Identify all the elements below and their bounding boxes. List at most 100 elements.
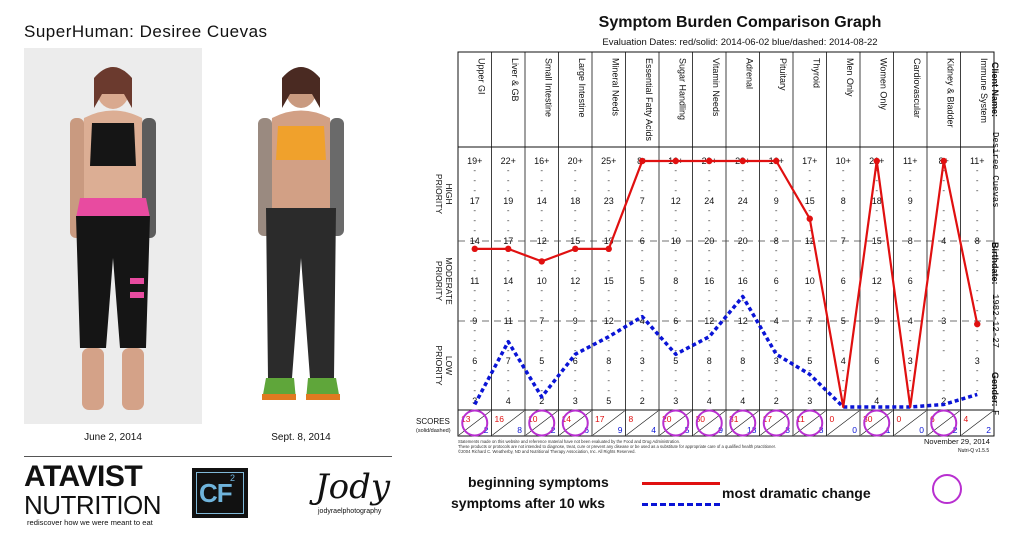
scale-value: 3 bbox=[975, 356, 980, 366]
scale-dash: - bbox=[741, 366, 744, 375]
scale-dash: - bbox=[842, 386, 845, 395]
scale-dash: - bbox=[808, 366, 811, 375]
scale-dash: - bbox=[875, 346, 878, 355]
series-point-red bbox=[773, 157, 780, 165]
scale-dash: - bbox=[507, 166, 510, 175]
scale-dash: - bbox=[775, 176, 778, 185]
scale-value: 5 bbox=[606, 396, 611, 406]
scale-dash: - bbox=[607, 166, 610, 175]
scale-value: 11+ bbox=[903, 156, 918, 166]
scale-dash: - bbox=[540, 326, 543, 335]
scale-value: 24 bbox=[704, 196, 714, 206]
scale-dash: - bbox=[942, 326, 945, 335]
scale-dash: - bbox=[808, 186, 811, 195]
score-red: 0 bbox=[897, 414, 902, 424]
scale-value: 3 bbox=[673, 396, 678, 406]
scale-dash: - bbox=[674, 286, 677, 295]
scale-dash: - bbox=[976, 216, 979, 225]
scale-dash: - bbox=[741, 206, 744, 215]
scale-dash: - bbox=[976, 256, 979, 265]
scale-dash: - bbox=[507, 346, 510, 355]
scale-dash: - bbox=[942, 296, 945, 305]
score-diagonal bbox=[894, 410, 927, 436]
scale-dash: - bbox=[540, 266, 543, 275]
scale-value: 2 bbox=[774, 396, 779, 406]
scale-dash: - bbox=[507, 226, 510, 235]
scale-dash: - bbox=[708, 186, 711, 195]
series-point-red bbox=[471, 245, 478, 253]
scale-dash: - bbox=[641, 296, 644, 305]
scale-dash: - bbox=[842, 286, 845, 295]
before-caption: June 2, 2014 bbox=[84, 432, 142, 443]
scale-dash: - bbox=[540, 166, 543, 175]
scale-dash: - bbox=[741, 176, 744, 185]
scale-dash: - bbox=[641, 386, 644, 395]
score-red: 17 bbox=[763, 414, 773, 424]
scale-dash: - bbox=[473, 326, 476, 335]
scale-value: 7 bbox=[807, 316, 812, 326]
scale-dash: - bbox=[607, 216, 610, 225]
scale-dash: - bbox=[875, 386, 878, 395]
before-photo bbox=[24, 48, 202, 424]
scale-dash: - bbox=[909, 336, 912, 345]
scale-value: 2 bbox=[539, 396, 544, 406]
scale-dash: - bbox=[875, 326, 878, 335]
scale-dash: - bbox=[808, 376, 811, 385]
scale-dash: - bbox=[607, 256, 610, 265]
dramatic-change-circle bbox=[528, 409, 556, 437]
score-red: 31 bbox=[729, 414, 739, 424]
scale-value: 11 bbox=[470, 276, 479, 286]
priority-label: PRIORITY bbox=[434, 345, 444, 385]
scale-dash: - bbox=[641, 376, 644, 385]
scale-dash: - bbox=[942, 206, 945, 215]
scale-dash: - bbox=[842, 186, 845, 195]
legend-circle-label: most dramatic change bbox=[722, 485, 871, 501]
scale-dash: - bbox=[942, 306, 945, 315]
scale-dash: - bbox=[507, 186, 510, 195]
scale-dash: - bbox=[674, 366, 677, 375]
dramatic-change-circle bbox=[930, 409, 958, 437]
scale-value: 15 bbox=[570, 236, 580, 246]
scale-dash: - bbox=[574, 346, 577, 355]
scale-value: 12 bbox=[604, 316, 614, 326]
scale-dash: - bbox=[976, 186, 979, 195]
scale-value: 8 bbox=[740, 356, 745, 366]
scale-dash: - bbox=[641, 366, 644, 375]
scores-sublabel: (solid/dashed) bbox=[416, 428, 451, 434]
scale-dash: - bbox=[775, 286, 778, 295]
disclaimer-line2: These products or protocols are not inte… bbox=[458, 444, 776, 449]
atavist-logo-line1: ATAVIST bbox=[24, 460, 143, 493]
scale-dash: - bbox=[909, 166, 912, 175]
scores-label: SCORES bbox=[416, 417, 450, 426]
category-label: Vitamin Needs bbox=[711, 58, 721, 117]
scale-dash: - bbox=[708, 266, 711, 275]
scale-value: 14 bbox=[470, 236, 480, 246]
scale-dash: - bbox=[574, 166, 577, 175]
scale-dash: - bbox=[741, 376, 744, 385]
scale-value: 15 bbox=[805, 196, 815, 206]
scale-dash: - bbox=[842, 266, 845, 275]
score-red: 30 bbox=[696, 414, 706, 424]
scale-dash: - bbox=[909, 256, 912, 265]
scale-value: 4 bbox=[941, 236, 946, 246]
scale-value: 6 bbox=[640, 236, 645, 246]
score-diagonal bbox=[961, 410, 994, 436]
scale-dash: - bbox=[540, 336, 543, 345]
scale-dash: - bbox=[607, 336, 610, 345]
scale-dash: - bbox=[607, 186, 610, 195]
priority-label: PRIORITY bbox=[434, 174, 444, 214]
dramatic-change-circle bbox=[461, 409, 489, 437]
scale-dash: - bbox=[741, 386, 744, 395]
scale-dash: - bbox=[708, 206, 711, 215]
score-red: 14 bbox=[562, 414, 572, 424]
scale-dash: - bbox=[875, 246, 878, 255]
scale-dash: - bbox=[808, 206, 811, 215]
scale-dash: - bbox=[909, 226, 912, 235]
scale-dash: - bbox=[976, 326, 979, 335]
scale-value: 11 bbox=[504, 316, 513, 326]
scale-dash: - bbox=[741, 166, 744, 175]
scale-dash: - bbox=[574, 286, 577, 295]
scale-dash: - bbox=[842, 166, 845, 175]
scale-dash: - bbox=[641, 346, 644, 355]
scale-dash: - bbox=[808, 386, 811, 395]
